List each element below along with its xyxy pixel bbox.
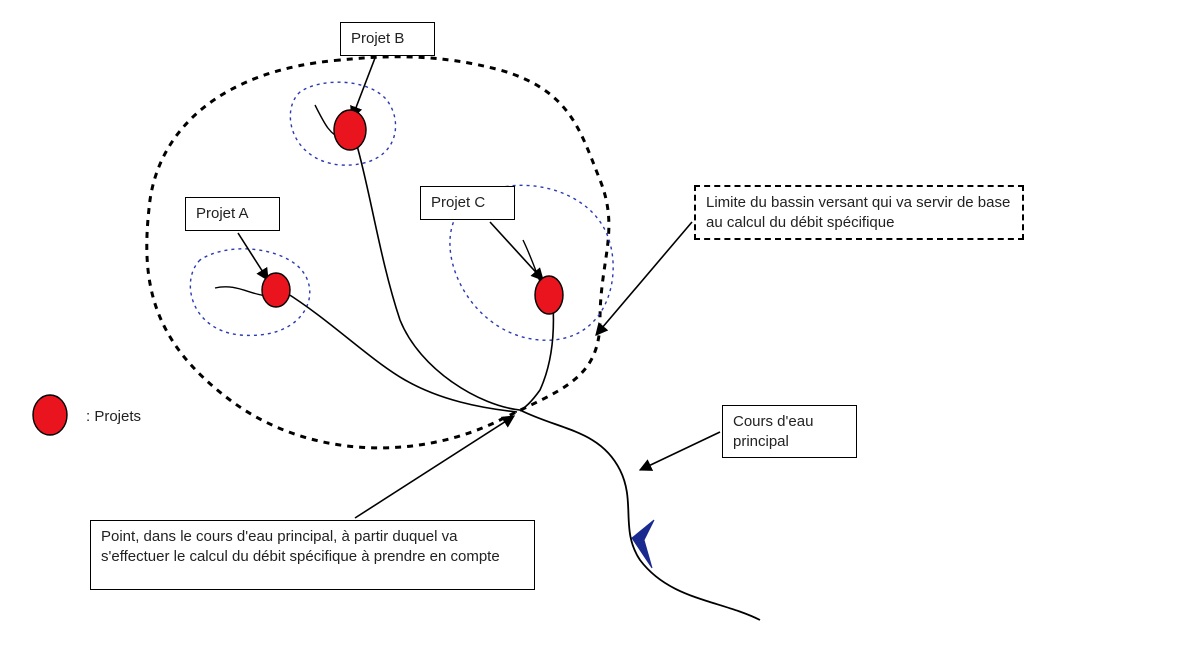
legend-project-icon [33,395,67,435]
flow-direction-arrow-icon [632,520,654,568]
label-projet-c: Projet C [420,186,515,220]
project-markers [262,110,563,314]
label-basin-limit: Limite du bassin versant qui va servir d… [694,185,1024,240]
label-main-water: Cours d'eau principal [722,405,857,458]
tributaries [215,105,553,412]
label-projet-b: Projet B [340,22,435,56]
legend-text: : Projets [86,408,141,425]
label-calc-point: Point, dans le cours d'eau principal, à … [90,520,535,590]
label-projet-a: Projet A [185,197,280,231]
callout-arrows [238,58,720,518]
